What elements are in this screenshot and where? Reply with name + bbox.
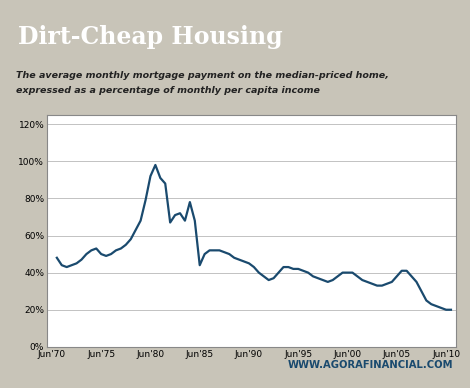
Text: The average monthly mortgage payment on the median-priced home,: The average monthly mortgage payment on …	[16, 71, 389, 80]
Text: expressed as a percentage of monthly per capita income: expressed as a percentage of monthly per…	[16, 86, 321, 95]
Text: Dirt-Cheap Housing: Dirt-Cheap Housing	[18, 24, 283, 48]
Text: WWW.AGORAFINANCIAL.COM: WWW.AGORAFINANCIAL.COM	[288, 360, 454, 370]
